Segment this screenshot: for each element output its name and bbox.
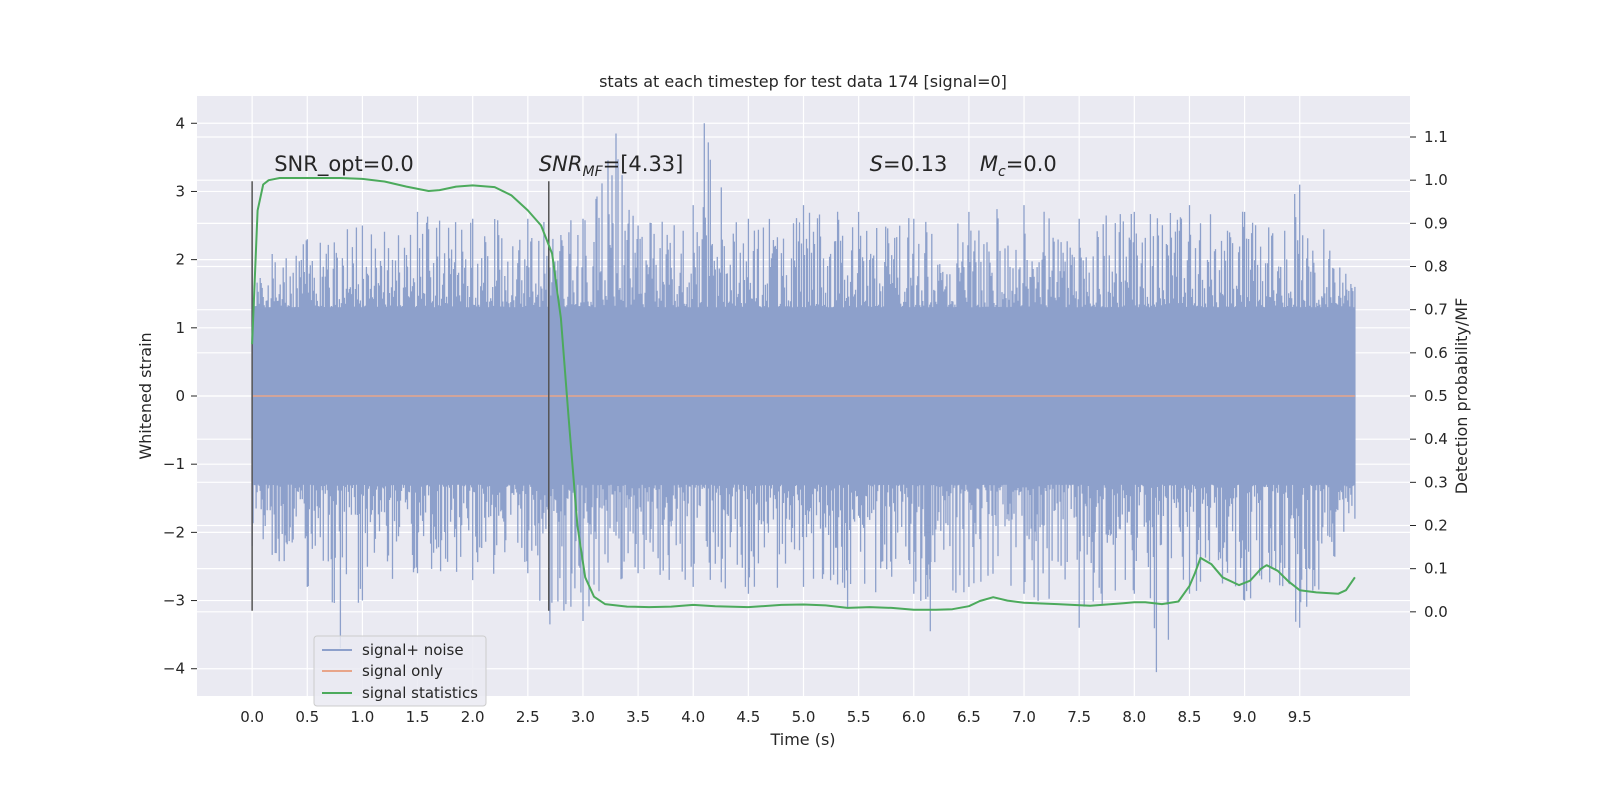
signal-statistics-line	[251, 177, 1356, 611]
x-tick-label: 4.5	[736, 708, 760, 726]
x-tick-label: 9.5	[1288, 708, 1312, 726]
y2-axis-ticks: 1.1 1.0 0.9 0.8 0.7 0.6 0.5 0.4 0.3 0.2 0.1 0.0	[1410, 128, 1448, 621]
y-tick-label: −1	[163, 455, 185, 473]
x-tick-label: 2.5	[516, 708, 540, 726]
x-tick-label: 1.5	[406, 708, 430, 726]
y-tick-label: −3	[163, 592, 185, 610]
legend-label-stats: signal statistics	[362, 684, 478, 702]
x-tick-label: 3.5	[626, 708, 650, 726]
legend-box	[313, 635, 487, 707]
x-tick-label: 3.0	[571, 708, 595, 726]
x-tick-label: 9.0	[1233, 708, 1257, 726]
y2-tick-label: 0.3	[1424, 473, 1448, 491]
annotation: Mc=0.0	[980, 152, 1057, 180]
y2-tick-label: 0.2	[1424, 516, 1448, 534]
y2-tick-label: 0.5	[1424, 387, 1448, 405]
y2-tick-label: 0.8	[1424, 258, 1448, 276]
annotations: SNR_opt=0.0 SNRMF=[4.33] S=0.13 Mc=0.0	[274, 152, 1057, 180]
x-tick-label: 7.0	[1012, 708, 1036, 726]
y-tick-label: 3	[175, 182, 185, 200]
y-tick-label: 2	[175, 251, 185, 269]
y2-tick-label: 0.7	[1424, 301, 1448, 319]
x-tick-label: 7.5	[1067, 708, 1091, 726]
legend: signal+ noise signal only signal statist…	[313, 635, 487, 707]
annotation: SNRMF=[4.33]	[539, 152, 684, 180]
y-axis-ticks: 4 3 2 1 0 −1 −2 −3 −4	[163, 114, 197, 678]
legend-label-signal: signal only	[362, 662, 443, 680]
x-tick-label: 6.0	[902, 708, 926, 726]
x-tick-label: 5.5	[847, 708, 871, 726]
x-tick-label: 4.0	[681, 708, 705, 726]
y2-tick-label: 0.4	[1424, 430, 1448, 448]
annotation: SNR_opt=0.0	[274, 152, 414, 177]
x-tick-label: 8.0	[1122, 708, 1146, 726]
y2-tick-label: 1.0	[1424, 171, 1448, 189]
y2-tick-label: 1.1	[1424, 128, 1448, 146]
y2-tick-label: 0.1	[1424, 560, 1448, 578]
legend-label-noise: signal+ noise	[362, 641, 464, 659]
y2-tick-label: 0.6	[1424, 344, 1448, 362]
x-tick-label: 5.0	[792, 708, 816, 726]
y-tick-label: 1	[175, 319, 185, 337]
y-axis-label: Whitened strain	[136, 332, 155, 459]
vertical-markers	[251, 181, 550, 611]
y-tick-label: 0	[175, 387, 185, 405]
y2-axis-label: Detection probability/MF	[1452, 298, 1471, 495]
y-tick-label: −4	[163, 660, 185, 678]
x-axis-ticks: 0.0 0.5 1.0 1.5 2.0 2.5 3.0 3.5 4.0 4.5 5.0 5.5 6.0 6…	[240, 708, 1311, 726]
x-tick-label: 6.5	[957, 708, 981, 726]
x-tick-label: 0.5	[295, 708, 319, 726]
y2-tick-label: 0.0	[1424, 603, 1448, 621]
y2-tick-label: 0.9	[1424, 214, 1448, 232]
x-tick-label: 2.0	[461, 708, 485, 726]
x-axis-label: Time (s)	[769, 730, 835, 749]
y-tick-label: −2	[163, 523, 185, 541]
annotation: S=0.13	[870, 152, 948, 176]
chart-title: stats at each timestep for test data 174…	[599, 72, 1007, 91]
y-tick-label: 4	[175, 114, 185, 132]
x-tick-label: 0.0	[240, 708, 264, 726]
stats-series	[251, 177, 1356, 611]
x-tick-label: 1.0	[350, 708, 374, 726]
x-tick-label: 8.5	[1178, 708, 1202, 726]
